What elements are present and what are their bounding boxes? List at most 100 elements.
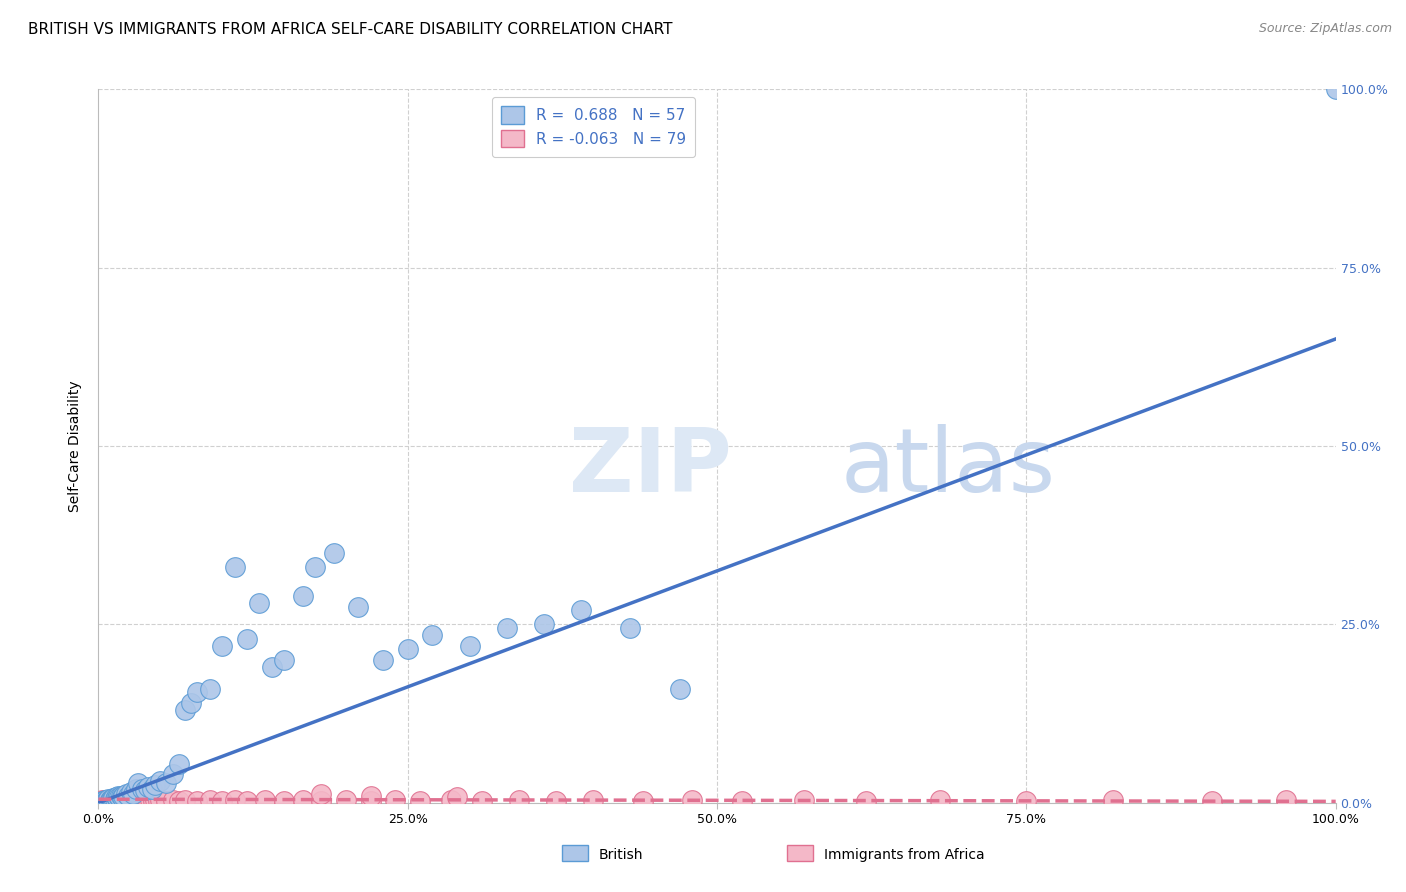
Point — [273, 794, 295, 808]
Point — [211, 639, 233, 653]
Point — [93, 793, 115, 807]
Point — [174, 703, 197, 717]
Point — [142, 794, 165, 808]
Point — [98, 793, 121, 807]
Point — [132, 794, 155, 808]
Point — [115, 793, 138, 807]
Point — [162, 767, 184, 781]
Text: Source: ZipAtlas.com: Source: ZipAtlas.com — [1258, 22, 1392, 36]
Point — [117, 794, 139, 808]
Point — [186, 794, 208, 808]
Point — [254, 793, 277, 807]
Point — [124, 793, 146, 807]
Point — [97, 792, 120, 806]
Point — [105, 790, 128, 805]
Point — [122, 794, 145, 808]
Point — [458, 639, 481, 653]
Point — [236, 794, 259, 808]
Point — [127, 776, 149, 790]
Point — [143, 793, 166, 807]
Point — [131, 781, 153, 796]
Point — [124, 794, 146, 808]
Point — [681, 793, 703, 807]
Point — [1275, 793, 1298, 807]
Point — [118, 793, 141, 807]
Point — [167, 756, 190, 771]
Point — [93, 793, 115, 807]
Point — [162, 793, 184, 807]
Point — [186, 685, 208, 699]
Point — [1201, 794, 1223, 808]
Point — [198, 681, 221, 696]
Point — [103, 793, 125, 807]
Point — [129, 794, 152, 808]
Point — [149, 774, 172, 789]
Point — [103, 794, 125, 808]
Point — [124, 781, 146, 796]
Point — [121, 793, 143, 807]
Point — [174, 793, 197, 807]
Point — [98, 793, 121, 807]
Point — [396, 642, 419, 657]
Point — [134, 794, 156, 808]
Point — [114, 787, 136, 801]
Point — [94, 794, 117, 808]
Point — [143, 778, 166, 792]
Point — [304, 560, 326, 574]
Point — [127, 794, 149, 808]
Point — [91, 794, 114, 808]
Point — [546, 794, 568, 808]
Point — [97, 794, 120, 808]
Point — [94, 794, 117, 808]
Point — [422, 628, 444, 642]
Point — [108, 790, 131, 805]
Point — [136, 794, 159, 808]
Point — [96, 793, 118, 807]
Point — [335, 793, 357, 807]
Point — [122, 787, 145, 801]
Point — [108, 793, 131, 807]
Y-axis label: Self-Care Disability: Self-Care Disability — [69, 380, 83, 512]
Point — [101, 791, 124, 805]
Point — [120, 785, 142, 799]
Point — [167, 794, 190, 808]
Text: BRITISH VS IMMIGRANTS FROM AFRICA SELF-CARE DISABILITY CORRELATION CHART: BRITISH VS IMMIGRANTS FROM AFRICA SELF-C… — [28, 22, 672, 37]
Point — [224, 560, 246, 574]
Point — [114, 794, 136, 808]
Point — [224, 793, 246, 807]
Point — [135, 793, 157, 807]
Point — [198, 793, 221, 807]
Point — [291, 793, 314, 807]
Point — [260, 660, 283, 674]
Point — [495, 621, 517, 635]
Point — [103, 791, 125, 805]
Point — [134, 793, 156, 807]
Point — [793, 793, 815, 807]
Point — [139, 793, 162, 807]
Point — [93, 794, 115, 808]
Point — [112, 793, 135, 807]
Point — [471, 794, 494, 808]
Point — [1015, 794, 1038, 808]
Point — [440, 793, 463, 807]
Point — [101, 793, 124, 807]
Point — [149, 793, 172, 807]
Point — [180, 696, 202, 710]
Point — [855, 794, 877, 808]
Point — [309, 787, 332, 801]
Point — [104, 794, 127, 808]
Point — [112, 794, 135, 808]
Legend: R =  0.688   N = 57, R = -0.063   N = 79: R = 0.688 N = 57, R = -0.063 N = 79 — [492, 97, 695, 157]
Point — [619, 621, 641, 635]
Point — [125, 793, 148, 807]
Point — [731, 794, 754, 808]
Point — [155, 776, 177, 790]
Point — [291, 589, 314, 603]
Point — [128, 793, 150, 807]
Point — [273, 653, 295, 667]
Point — [100, 794, 122, 808]
Point — [111, 793, 134, 807]
Point — [211, 794, 233, 808]
Point — [1324, 82, 1347, 96]
Point — [928, 793, 950, 807]
